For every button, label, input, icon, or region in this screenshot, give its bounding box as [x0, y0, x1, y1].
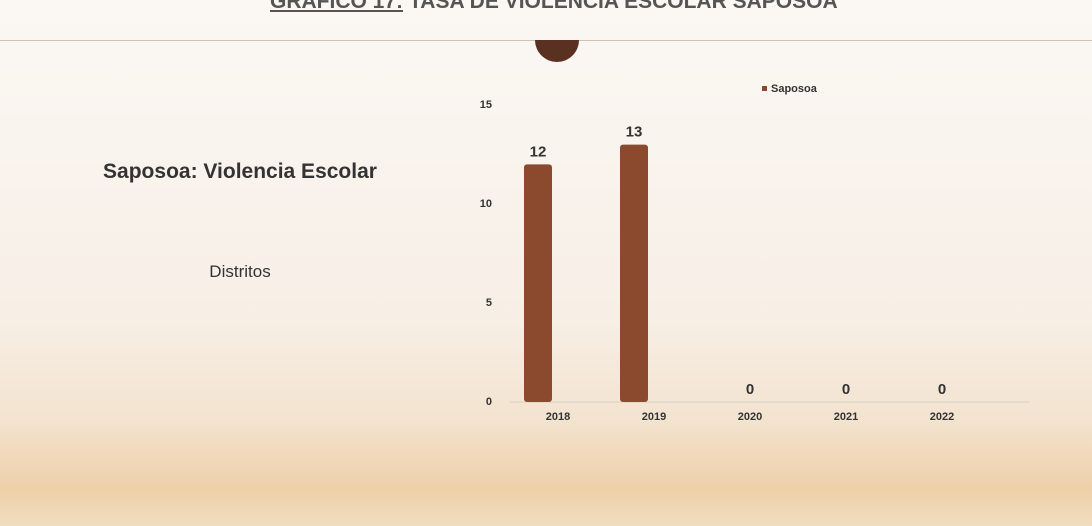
decoration: [535, 40, 579, 62]
x-tick-label: 2020: [738, 411, 762, 423]
data-label: 13: [626, 124, 643, 141]
side-heading: Saposoa: Violencia Escolar: [103, 160, 377, 183]
side-subheading: Distritos: [209, 262, 271, 281]
y-tick-label: 15: [480, 99, 492, 111]
x-tick-label: 2019: [642, 411, 666, 423]
slide-title: GRÁFICO 17: TASA DE VIOLENCIA ESCOLAR SAP…: [270, 0, 838, 14]
x-tick-label: 2021: [834, 411, 858, 423]
data-label: 0: [746, 381, 754, 398]
data-label: 0: [842, 381, 850, 398]
x-tick-label: 2022: [930, 411, 954, 423]
title-prefix: GRÁFICO 17:: [270, 0, 404, 13]
legend-label: Saposoa: [771, 83, 818, 95]
x-tick-label: 2018: [546, 411, 570, 423]
data-label: 12: [530, 143, 547, 160]
bar: [620, 144, 648, 402]
y-tick-label: 10: [480, 198, 492, 210]
data-label: 0: [938, 381, 946, 398]
y-tick-label: 5: [486, 297, 492, 309]
bar: [524, 164, 552, 402]
title-text: TASA DE VIOLENCIA ESCOLAR SAPOSOA: [409, 0, 838, 13]
legend-swatch: [762, 86, 767, 91]
y-tick-label: 0: [486, 396, 492, 408]
